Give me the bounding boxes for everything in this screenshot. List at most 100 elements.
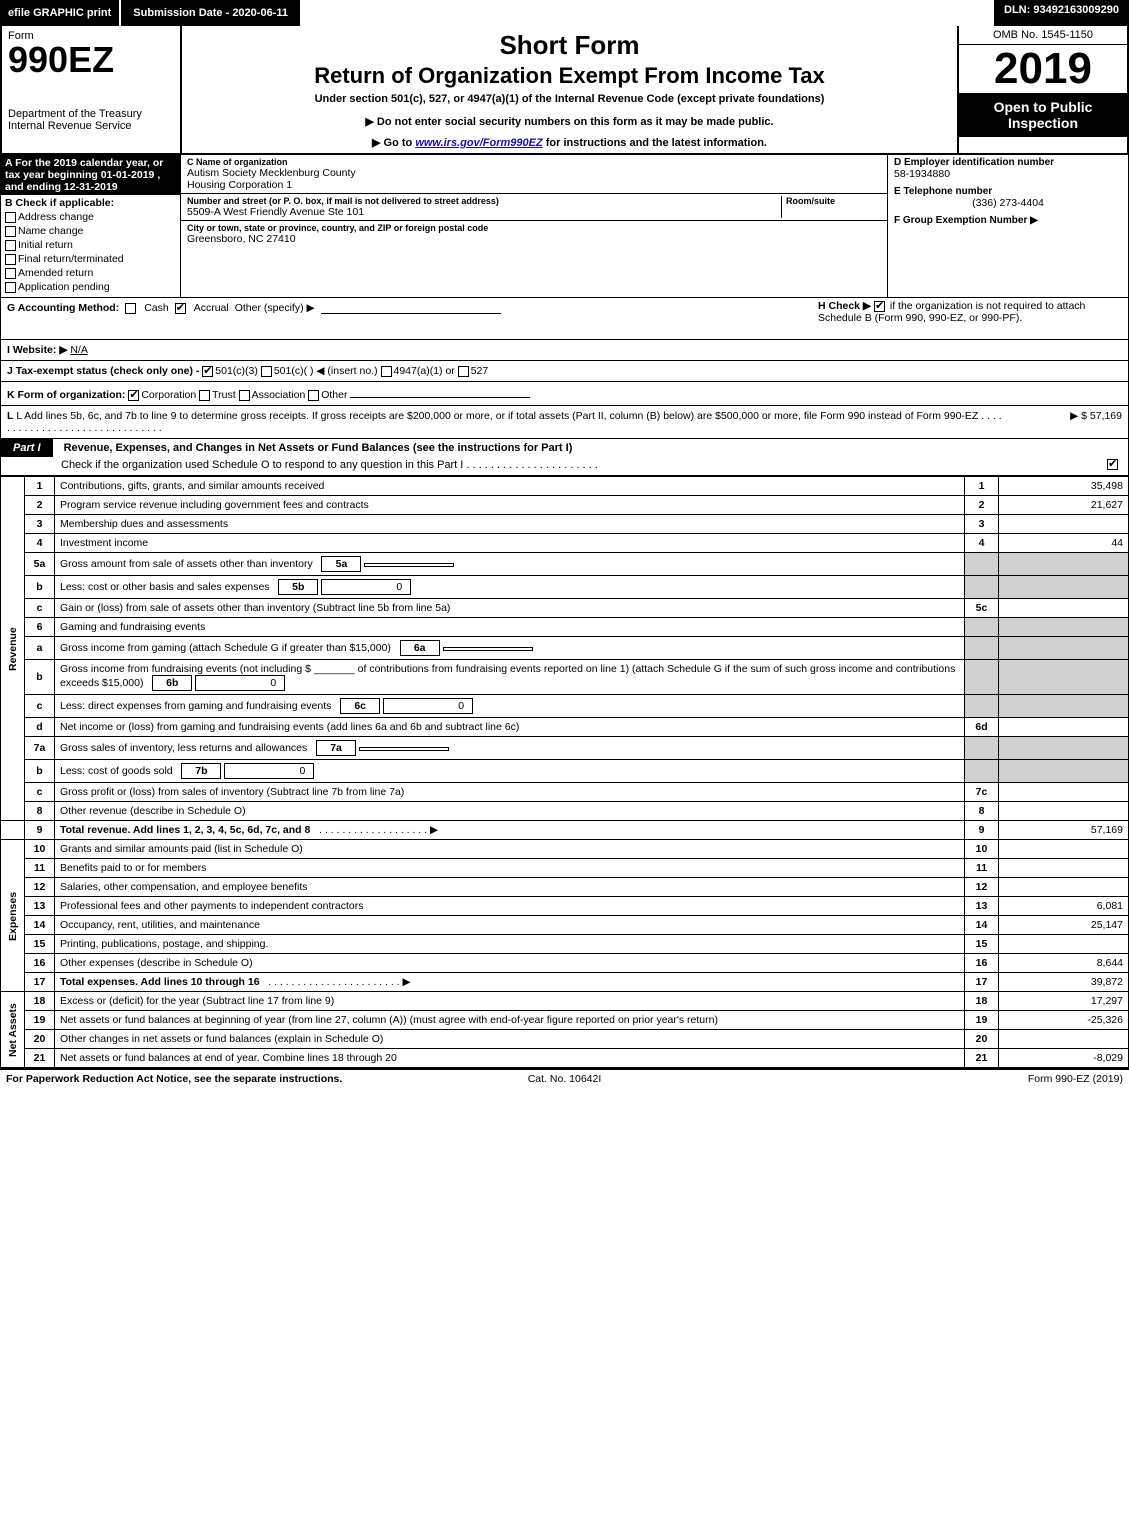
- table-row: bGross income from fundraising events (n…: [1, 660, 1129, 695]
- part1-label: Part I: [1, 439, 53, 457]
- table-row: 19Net assets or fund balances at beginni…: [1, 1011, 1129, 1030]
- treasury-dept: Department of the Treasury: [8, 108, 174, 120]
- c-addr-label: Number and street (or P. O. box, if mail…: [187, 196, 781, 206]
- section-abcdef: A For the 2019 calendar year, or tax yea…: [0, 155, 1129, 298]
- d-label: D Employer identification number: [894, 157, 1122, 168]
- col-c: C Name of organization Autism Society Me…: [181, 155, 888, 297]
- line-k: K Form of organization: Corporation Trus…: [0, 382, 1129, 406]
- chk-initial-return[interactable]: Initial return: [5, 239, 176, 251]
- chk-cash[interactable]: [125, 303, 136, 314]
- goto-line: ▶ Go to www.irs.gov/Form990EZ for instru…: [190, 136, 949, 149]
- chk-501c[interactable]: [261, 366, 272, 377]
- part1-check-line: Check if the organization used Schedule …: [1, 457, 1128, 475]
- tax-year: 2019: [959, 45, 1127, 93]
- j-527: 527: [471, 365, 489, 377]
- part1-title: Revenue, Expenses, and Changes in Net As…: [56, 439, 581, 457]
- ssn-notice: ▶ Do not enter social security numbers o…: [190, 115, 949, 128]
- table-row: cGross profit or (loss) from sales of in…: [1, 783, 1129, 802]
- chk-corp[interactable]: [128, 390, 139, 401]
- chk-501c3[interactable]: [202, 366, 213, 377]
- table-row: 3Membership dues and assessments3: [1, 515, 1129, 534]
- chk-final-return[interactable]: Final return/terminated: [5, 253, 176, 265]
- table-row: 5aGross amount from sale of assets other…: [1, 553, 1129, 576]
- chk-other[interactable]: [308, 390, 319, 401]
- ein-value: 58-1934880: [894, 168, 1122, 180]
- k-corp: Corporation: [141, 389, 196, 401]
- table-row: 15Printing, publications, postage, and s…: [1, 935, 1129, 954]
- submission-date: Submission Date - 2020-06-11: [119, 0, 300, 26]
- table-row: 11Benefits paid to or for members11: [1, 859, 1129, 878]
- table-row: 17Total expenses. Add lines 10 through 1…: [1, 973, 1129, 992]
- col-ab: A For the 2019 calendar year, or tax yea…: [1, 155, 181, 297]
- table-row: bLess: cost or other basis and sales exp…: [1, 576, 1129, 599]
- dln-label: DLN: 93492163009290: [994, 0, 1129, 26]
- table-row: cGain or (loss) from sale of assets othe…: [1, 599, 1129, 618]
- goto-post: for instructions and the latest informat…: [546, 137, 767, 149]
- table-row: 12Salaries, other compensation, and empl…: [1, 878, 1129, 897]
- ein-block: D Employer identification number 58-1934…: [894, 157, 1122, 180]
- efile-label[interactable]: efile GRAPHIC print: [0, 0, 119, 26]
- chk-527[interactable]: [458, 366, 469, 377]
- chk-amended[interactable]: Amended return: [5, 267, 176, 279]
- chk-address-change[interactable]: Address change: [5, 211, 176, 223]
- form-header: Form 990EZ Department of the Treasury In…: [0, 26, 1129, 155]
- chk-assoc[interactable]: [239, 390, 250, 401]
- h-label: H Check ▶: [818, 300, 871, 312]
- line-i: I Website: ▶ N/A: [0, 340, 1129, 361]
- ln-1-lnum: 1: [965, 477, 999, 496]
- part1-check-text: Check if the organization used Schedule …: [61, 459, 463, 471]
- open-inspection: Open to Public Inspection: [959, 93, 1127, 137]
- top-bar: efile GRAPHIC print Submission Date - 20…: [0, 0, 1129, 26]
- table-row: 4Investment income444: [1, 534, 1129, 553]
- l-amount: ▶ $ 57,169: [1002, 410, 1122, 434]
- table-row: 9Total revenue. Add lines 1, 2, 3, 4, 5c…: [1, 821, 1129, 840]
- table-row: Revenue 1 Contributions, gifts, grants, …: [1, 477, 1129, 496]
- irs-label: Internal Revenue Service: [8, 120, 174, 132]
- expenses-side-label: Expenses: [1, 840, 25, 992]
- topbar-spacer: [300, 0, 994, 26]
- footer-right: Form 990-EZ (2019): [751, 1073, 1123, 1085]
- ln-1-num: 1: [25, 477, 55, 496]
- table-row: 13Professional fees and other payments t…: [1, 897, 1129, 916]
- k-other-blank[interactable]: [350, 386, 530, 398]
- table-row: 14Occupancy, rent, utilities, and mainte…: [1, 916, 1129, 935]
- table-row: aGross income from gaming (attach Schedu…: [1, 637, 1129, 660]
- j-501c3: 501(c)(3): [215, 365, 258, 377]
- footer-left: For Paperwork Reduction Act Notice, see …: [6, 1073, 378, 1085]
- chk-accrual[interactable]: [175, 303, 186, 314]
- inspect-1: Open to Public: [963, 99, 1123, 115]
- chk-part1-schedo[interactable]: [1107, 459, 1118, 470]
- irs-link[interactable]: www.irs.gov/Form990EZ: [415, 137, 542, 149]
- g-other-blank[interactable]: [321, 302, 501, 314]
- phone-block: E Telephone number (336) 273-4404: [894, 186, 1122, 209]
- ln-1-text: Contributions, gifts, grants, and simila…: [55, 477, 965, 496]
- f-label: F Group Exemption Number ▶: [894, 215, 1122, 226]
- line-l: L L Add lines 5b, 6c, and 7b to line 9 t…: [0, 406, 1129, 439]
- org-city-row: City or town, state or province, country…: [181, 221, 887, 247]
- chk-name-change[interactable]: Name change: [5, 225, 176, 237]
- chk-h[interactable]: [874, 301, 885, 312]
- revenue-side-label: Revenue: [1, 477, 25, 821]
- k-trust: Trust: [212, 389, 236, 401]
- line-j: J Tax-exempt status (check only one) - 5…: [0, 361, 1129, 382]
- page-footer: For Paperwork Reduction Act Notice, see …: [0, 1068, 1129, 1088]
- omb-number: OMB No. 1545-1150: [959, 26, 1127, 45]
- table-row: 2Program service revenue including gover…: [1, 496, 1129, 515]
- table-row: Expenses 10Grants and similar amounts pa…: [1, 840, 1129, 859]
- k-other: Other: [321, 389, 347, 401]
- room-suite-label: Room/suite: [786, 196, 881, 206]
- g-accrual: Accrual: [194, 302, 229, 314]
- website-value: N/A: [70, 344, 88, 356]
- chk-pending[interactable]: Application pending: [5, 281, 176, 293]
- table-row: 16Other expenses (describe in Schedule O…: [1, 954, 1129, 973]
- chk-4947[interactable]: [381, 366, 392, 377]
- e-label: E Telephone number: [894, 186, 1122, 197]
- form-number: 990EZ: [8, 42, 174, 78]
- table-row: 6Gaming and fundraising events: [1, 618, 1129, 637]
- line-gh: G Accounting Method: Cash Accrual Other …: [0, 298, 1129, 340]
- chk-trust[interactable]: [199, 390, 210, 401]
- group-exempt-block: F Group Exemption Number ▶: [894, 215, 1122, 226]
- goto-pre: ▶ Go to: [372, 137, 415, 149]
- table-row: 20Other changes in net assets or fund ba…: [1, 1030, 1129, 1049]
- header-center: Short Form Return of Organization Exempt…: [182, 26, 957, 153]
